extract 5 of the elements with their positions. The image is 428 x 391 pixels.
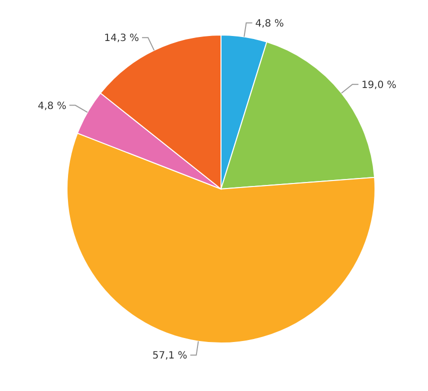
data-label: 19,0 % xyxy=(361,80,396,91)
data-label: 57,1 % xyxy=(152,350,188,362)
data-label: 4,8 % xyxy=(255,18,284,30)
data-label: 4,8 % xyxy=(38,100,66,112)
data-label: 14,3 % xyxy=(104,33,140,44)
